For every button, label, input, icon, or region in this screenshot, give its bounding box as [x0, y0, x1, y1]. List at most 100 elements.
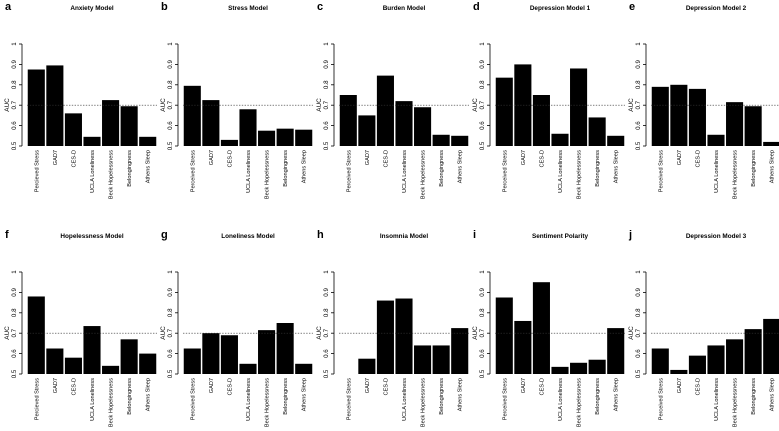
y-tick-label: 1 [11, 42, 18, 46]
category-label: Perceived Stress [190, 150, 196, 192]
y-tick-label: 0.7 [635, 328, 642, 337]
y-tick-label: 0.8 [323, 80, 330, 89]
bar-5 [258, 130, 276, 146]
bar-5 [414, 107, 432, 146]
y-tick-label: 1 [479, 42, 486, 46]
category-label: CES-D [539, 150, 545, 167]
bar-2 [358, 115, 376, 146]
panel-c: c Burden Model 0.5 0.6 0.7 0.8 0.9 1 AUC Perceive… [316, 1, 469, 199]
y-tick-label: 0.8 [11, 308, 18, 317]
category-label: Beck Hopelessness [577, 378, 583, 427]
bar-6 [276, 128, 294, 146]
y-tick-label: 0.7 [11, 328, 18, 337]
category-label: Athens Sleep [614, 378, 620, 411]
y-tick-label: 0.9 [323, 60, 330, 69]
y-tick-label: 0.9 [323, 288, 330, 297]
category-label: Beck Hopelessness [265, 150, 271, 199]
y-tick-label: 0.5 [11, 141, 18, 150]
bar-6 [588, 359, 606, 374]
y-tick-label: 0.7 [167, 328, 174, 337]
panel-g: g Loneliness Model 0.5 0.6 0.7 0.8 0.9 1 AUC Perc… [160, 229, 313, 427]
y-tick-label: 0.7 [167, 100, 174, 109]
panel-a: a Anxiety Model 0.5 0.6 0.7 0.8 0.9 1 AUC Perciev… [4, 1, 157, 199]
bar-1 [495, 77, 513, 146]
chart-title: Loneliness Model [221, 233, 275, 240]
bar-4 [239, 109, 257, 146]
y-axis-label: AUC [4, 326, 11, 340]
y-tick-label: 0.6 [167, 349, 174, 358]
category-label: Belongingness [283, 378, 289, 415]
category-label: CES-D [71, 378, 77, 395]
bar-2 [670, 84, 688, 146]
category-label: Belongingness [127, 150, 133, 187]
bar-2 [514, 64, 532, 146]
y-tick-label: 0.9 [635, 288, 642, 297]
category-label: GAD7 [53, 378, 59, 393]
y-tick-label: 0.9 [167, 60, 174, 69]
y-axis-label: AUC [160, 326, 167, 340]
category-label: Belongingness [283, 150, 289, 187]
category-label: Perceived Stress [346, 378, 352, 420]
y-tick-label: 0.6 [323, 121, 330, 130]
y-tick-label: 0.7 [323, 328, 330, 337]
panel-letter: e [629, 1, 635, 13]
y-axis-label: AUC [472, 98, 479, 112]
category-label: CES-D [383, 150, 389, 167]
panel-d: d Depression Model 1 0.5 0.6 0.7 0.8 0.9 1 AUC Pe… [472, 1, 625, 199]
category-label: Perceived Stress [502, 150, 508, 192]
bar-2 [202, 100, 220, 146]
bar-5 [102, 365, 120, 374]
category-label: Belongingness [595, 378, 601, 415]
y-tick-label: 0.6 [635, 121, 642, 130]
bar-4 [551, 133, 569, 146]
y-tick-label: 1 [635, 42, 642, 46]
chart-title: Anxiety Model [70, 5, 114, 12]
y-axis-label: AUC [316, 326, 323, 340]
y-axis-label: AUC [472, 326, 479, 340]
category-label: CES-D [383, 378, 389, 395]
category-label: UCLA Loneliness [714, 378, 720, 421]
y-tick-label: 0.7 [479, 100, 486, 109]
category-label: Percieved Stress [34, 378, 40, 420]
bar-5 [726, 102, 744, 146]
panel-j: j Depression Model 3 0.5 0.6 0.7 0.8 0.9 1 AUC Pe… [628, 229, 779, 427]
panel-letter: j [628, 229, 632, 241]
category-label: Perceived Stress [190, 378, 196, 420]
chart-title: Depression Model 1 [530, 5, 591, 12]
bar-3 [64, 113, 82, 146]
bar-1 [27, 296, 45, 374]
category-label: GAD7 [677, 150, 683, 165]
bar-6 [276, 323, 294, 374]
y-tick-label: 0.7 [479, 328, 486, 337]
bar-2 [514, 320, 532, 374]
panel-h: h Insomnia Model 0.5 0.6 0.7 0.8 0.9 1 AUC Percei… [316, 229, 469, 427]
category-label: Beck Hopelessness [577, 150, 583, 199]
bar-1 [183, 348, 201, 374]
y-tick-label: 0.9 [167, 288, 174, 297]
bar-2 [46, 65, 64, 146]
bar-5 [570, 68, 588, 146]
category-label: Perceived Stress [658, 378, 664, 420]
category-label: GAD7 [53, 150, 59, 165]
y-tick-label: 0.8 [479, 308, 486, 317]
bar-1 [27, 69, 45, 146]
bar-7 [763, 318, 779, 374]
category-label: CES-D [71, 150, 77, 167]
bar-1 [339, 95, 357, 146]
bar-7 [139, 136, 157, 146]
category-label: Belongingness [439, 378, 445, 415]
chart-title: Depression Model 3 [686, 233, 747, 240]
y-tick-label: 0.5 [323, 141, 330, 150]
category-label: UCLA Loneliness [246, 150, 252, 193]
y-tick-label: 0.8 [635, 308, 642, 317]
category-label: Beck Hopelessness [265, 378, 271, 427]
y-tick-label: 0.6 [323, 349, 330, 358]
chart-title: Burden Model [383, 5, 426, 12]
bar-6 [432, 134, 450, 146]
category-label: Percieved Stress [34, 150, 40, 192]
bar-4 [395, 101, 413, 146]
y-tick-label: 0.9 [479, 60, 486, 69]
y-tick-label: 0.5 [479, 141, 486, 150]
y-tick-label: 1 [167, 270, 174, 274]
